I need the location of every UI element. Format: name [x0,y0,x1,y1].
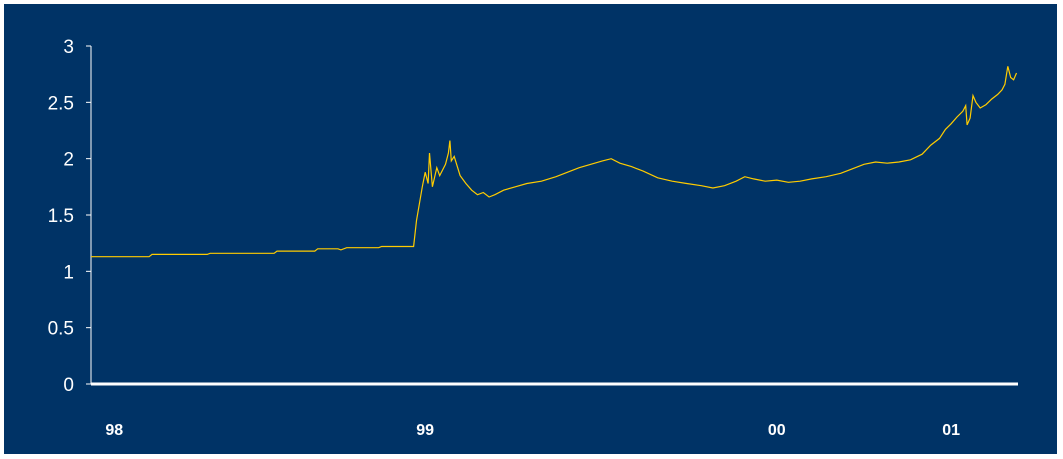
x-axis-ticks: 98 99 00 01 [105,422,960,439]
y-axis-ticks: 0 0.5 1 1.5 2 2.5 3 [48,37,91,396]
chart-panel: 0 0.5 1 1.5 2 2.5 3 98 99 00 01 [3,3,1058,455]
y-tick-label: 0.5 [48,319,74,340]
x-tick-label: 01 [942,422,960,439]
y-tick-label: 1 [63,262,74,283]
y-tick-label: 2 [63,150,74,171]
y-tick-label: 0 [63,375,74,396]
line-chart: 0 0.5 1 1.5 2 2.5 3 98 99 00 01 [48,37,1018,439]
y-tick-label: 1.5 [48,206,74,227]
series-line [91,66,1018,258]
x-tick-label: 99 [416,422,434,439]
y-tick-label: 3 [63,37,74,58]
x-tick-label: 00 [768,422,786,439]
y-tick-label: 2.5 [48,93,74,114]
x-tick-label: 98 [105,422,123,439]
